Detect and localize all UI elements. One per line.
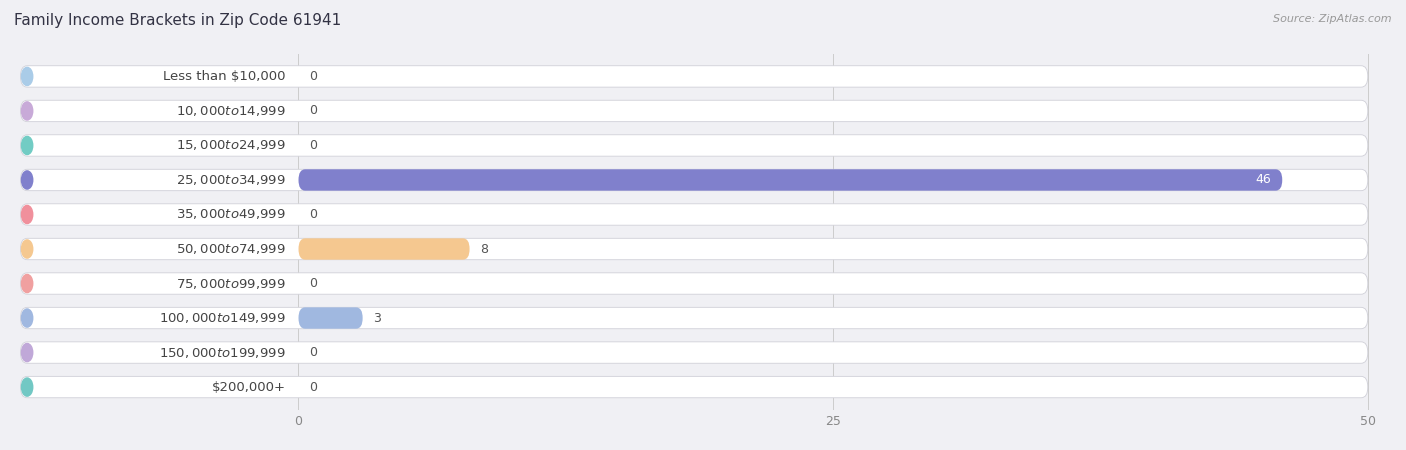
Text: Family Income Brackets in Zip Code 61941: Family Income Brackets in Zip Code 61941 [14, 14, 342, 28]
Text: $75,000 to $99,999: $75,000 to $99,999 [176, 276, 285, 291]
Text: $150,000 to $199,999: $150,000 to $199,999 [159, 346, 285, 360]
Circle shape [21, 378, 32, 396]
Text: Less than $10,000: Less than $10,000 [163, 70, 285, 83]
Text: 8: 8 [481, 243, 488, 256]
Text: 0: 0 [309, 139, 318, 152]
Circle shape [21, 274, 32, 292]
Circle shape [21, 171, 32, 189]
Text: 0: 0 [309, 70, 318, 83]
Circle shape [21, 240, 32, 258]
FancyBboxPatch shape [298, 307, 363, 329]
FancyBboxPatch shape [21, 342, 1368, 363]
Text: 0: 0 [309, 104, 318, 117]
FancyBboxPatch shape [298, 238, 470, 260]
Text: 0: 0 [309, 346, 318, 359]
Circle shape [21, 309, 32, 327]
Text: $100,000 to $149,999: $100,000 to $149,999 [159, 311, 285, 325]
Text: $25,000 to $34,999: $25,000 to $34,999 [176, 173, 285, 187]
Text: 46: 46 [1256, 174, 1271, 186]
Text: $15,000 to $24,999: $15,000 to $24,999 [176, 139, 285, 153]
FancyBboxPatch shape [21, 100, 1368, 122]
Text: 0: 0 [309, 277, 318, 290]
FancyBboxPatch shape [21, 204, 1368, 225]
Text: $10,000 to $14,999: $10,000 to $14,999 [176, 104, 285, 118]
FancyBboxPatch shape [21, 376, 1368, 398]
Circle shape [21, 68, 32, 86]
FancyBboxPatch shape [21, 169, 1368, 191]
Circle shape [21, 136, 32, 154]
Text: Source: ZipAtlas.com: Source: ZipAtlas.com [1274, 14, 1392, 23]
Text: 0: 0 [309, 381, 318, 394]
Circle shape [21, 343, 32, 362]
Circle shape [21, 102, 32, 120]
Circle shape [21, 205, 32, 224]
Text: 3: 3 [374, 311, 381, 324]
FancyBboxPatch shape [21, 135, 1368, 156]
FancyBboxPatch shape [21, 66, 1368, 87]
FancyBboxPatch shape [21, 238, 1368, 260]
Text: $200,000+: $200,000+ [212, 381, 285, 394]
Text: 0: 0 [309, 208, 318, 221]
Text: $35,000 to $49,999: $35,000 to $49,999 [176, 207, 285, 221]
Text: $50,000 to $74,999: $50,000 to $74,999 [176, 242, 285, 256]
FancyBboxPatch shape [298, 169, 1282, 191]
FancyBboxPatch shape [21, 273, 1368, 294]
FancyBboxPatch shape [21, 307, 1368, 329]
